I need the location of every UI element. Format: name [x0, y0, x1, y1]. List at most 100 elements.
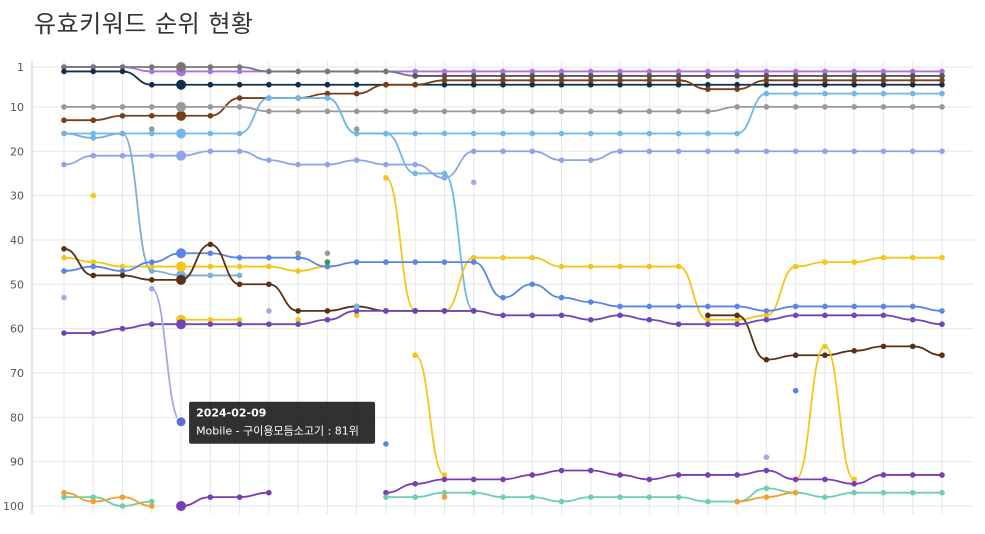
data-point [792, 263, 799, 270]
data-point [470, 73, 477, 79]
data-point [176, 501, 187, 511]
data-point [295, 108, 301, 115]
data-point [675, 77, 682, 84]
data-point [353, 68, 360, 75]
data-point [176, 110, 187, 121]
data-point [588, 108, 594, 115]
data-point [176, 274, 187, 285]
data-point [90, 494, 97, 500]
data-point [149, 263, 155, 270]
data-point [909, 68, 916, 75]
chart-grid [32, 61, 974, 514]
data-point [617, 130, 623, 137]
data-point [295, 321, 301, 327]
data-point [90, 64, 97, 70]
data-point [61, 254, 67, 261]
data-point [207, 250, 214, 257]
data-point [295, 250, 301, 257]
data-point [880, 90, 887, 97]
data-point [792, 77, 799, 84]
data-point [705, 81, 711, 88]
data-point [90, 135, 97, 141]
data-point [734, 130, 740, 137]
y-tick-label: 90 [10, 456, 24, 469]
data-point [734, 81, 740, 88]
data-point [176, 62, 187, 72]
data-point [851, 148, 857, 155]
data-point [500, 77, 506, 84]
data-point [266, 68, 272, 75]
data-point [149, 130, 155, 137]
data-point [588, 494, 594, 500]
data-point [383, 81, 389, 88]
data-point [412, 130, 419, 137]
hover-highlight [175, 416, 187, 428]
data-point [470, 179, 477, 186]
data-point [470, 476, 477, 483]
data-point [412, 68, 419, 75]
highlighted-point [175, 416, 187, 428]
series-line [385, 469, 942, 494]
y-tick-label: 50 [10, 278, 24, 291]
data-point [207, 241, 214, 248]
data-point [61, 117, 67, 124]
data-point [207, 104, 214, 110]
data-point [441, 81, 448, 88]
series-line [327, 97, 475, 312]
data-point [705, 312, 711, 319]
data-point [558, 73, 565, 79]
data-point [792, 148, 799, 155]
data-point [236, 130, 243, 137]
data-point [617, 494, 623, 500]
data-point [705, 108, 711, 115]
data-point [939, 104, 945, 110]
data-point [266, 308, 272, 314]
y-axis: 1 10 20 30 40 50 60 70 80 90 100 [3, 61, 33, 514]
data-point [646, 476, 653, 483]
data-point [470, 308, 477, 314]
data-point [266, 108, 272, 115]
data-point [763, 77, 770, 84]
data-point [617, 148, 623, 155]
data-point [500, 494, 506, 500]
data-point [295, 95, 301, 101]
data-point [822, 303, 828, 310]
y-tick-label: 20 [10, 145, 24, 158]
data-point [470, 148, 477, 155]
data-point [61, 104, 67, 110]
data-point [822, 73, 828, 79]
data-point [851, 104, 857, 110]
data-point [705, 130, 711, 137]
y-tick-label: 60 [10, 323, 24, 336]
data-point [822, 90, 828, 97]
data-point [705, 321, 711, 327]
data-point [851, 481, 857, 487]
data-point [880, 489, 887, 496]
data-point [295, 81, 301, 88]
data-point [236, 272, 243, 279]
data-point [763, 454, 770, 461]
data-point [176, 150, 187, 161]
data-point [734, 303, 740, 310]
data-point [939, 472, 945, 478]
data-point [383, 68, 389, 75]
data-point [851, 259, 857, 265]
data-point [236, 316, 243, 323]
data-point [500, 81, 506, 88]
data-point [295, 68, 301, 75]
data-point [939, 73, 945, 79]
data-point [119, 64, 126, 70]
data-point [646, 303, 653, 310]
data-point [236, 81, 243, 88]
data-point [617, 263, 623, 270]
data-point [90, 152, 97, 159]
data-point [324, 259, 331, 265]
data-point [763, 81, 770, 88]
data-point [149, 64, 155, 70]
data-point [176, 79, 187, 90]
data-point [412, 481, 419, 487]
data-point [705, 303, 711, 310]
data-point [529, 81, 536, 88]
data-point [149, 112, 155, 119]
